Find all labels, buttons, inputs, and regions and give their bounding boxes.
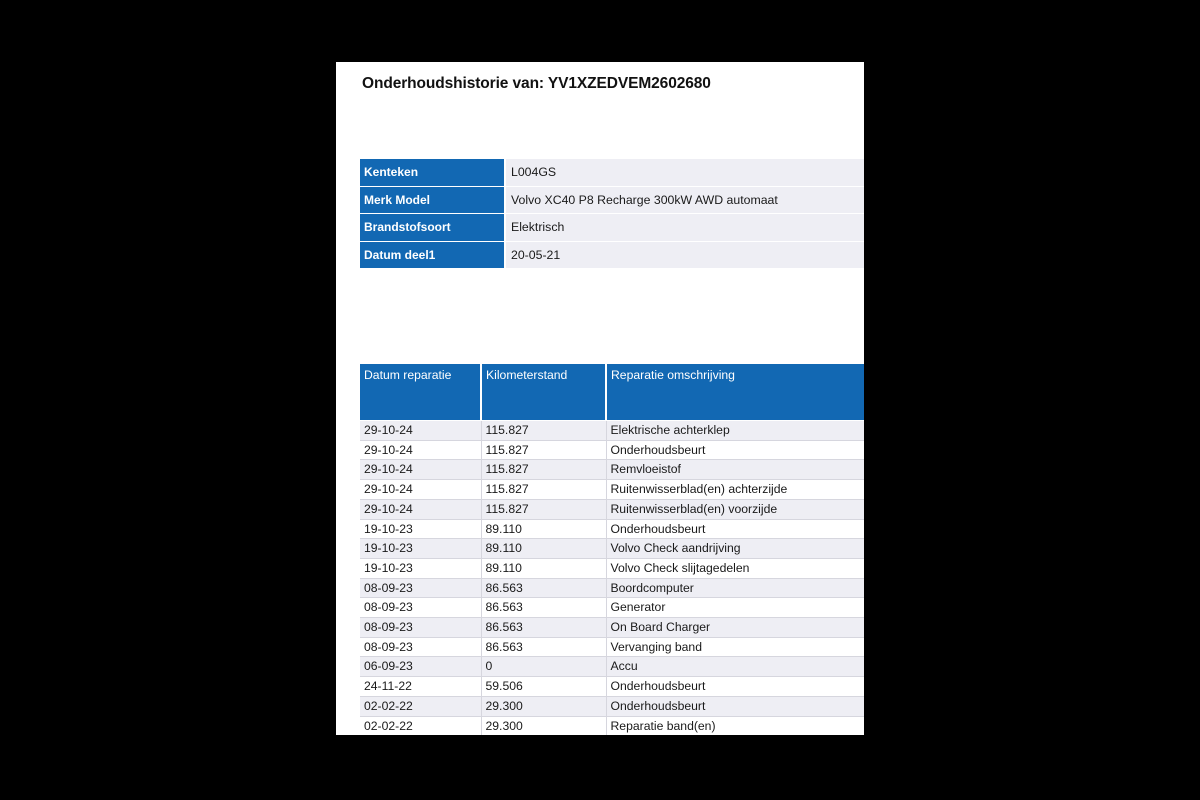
- cell-date: 29-10-24: [360, 440, 482, 461]
- cell-description: Reparatie band(en): [606, 716, 864, 735]
- cell-date: 02-02-22: [360, 696, 482, 717]
- cell-description: Onderhoudsbeurt: [606, 440, 864, 461]
- vehicle-info-value: Volvo XC40 P8 Recharge 300kW AWD automaa…: [505, 186, 864, 214]
- cell-mileage: 89.110: [481, 538, 607, 559]
- cell-description: Generator: [606, 597, 864, 619]
- table-row-spacer: [360, 268, 864, 275]
- cell-description: Onderhoudsbeurt: [606, 676, 864, 697]
- cell-mileage: 115.827: [481, 499, 607, 520]
- cell-description: Remvloeistof: [606, 459, 864, 481]
- page-title: Onderhoudshistorie van: YV1XZEDVEM260268…: [362, 75, 711, 92]
- table-row: 19-10-23 89.110 Volvo Check slijtagedelen: [360, 558, 864, 579]
- spacer-cell: [360, 268, 506, 275]
- cell-mileage: 89.110: [481, 558, 607, 579]
- cell-mileage: 86.563: [481, 578, 607, 599]
- vehicle-info-body: Kenteken L004GS Merk Model Volvo XC40 P8…: [360, 159, 864, 275]
- table-row: 29-10-24 115.827 Onderhoudsbeurt: [360, 440, 864, 461]
- table-row: 19-10-23 89.110 Onderhoudsbeurt: [360, 519, 864, 540]
- vehicle-info-value: Elektrisch: [505, 213, 864, 242]
- table-row: 02-02-22 29.300 Reparatie band(en): [360, 716, 864, 735]
- cell-date: 29-10-24: [360, 479, 482, 500]
- cell-description: On Board Charger: [606, 617, 864, 638]
- cell-date: 08-09-23: [360, 617, 482, 638]
- vehicle-info-label: Kenteken: [360, 159, 506, 187]
- cell-description: Ruitenwisserblad(en) voorzijde: [606, 499, 864, 520]
- table-row: 08-09-23 86.563 Boordcomputer: [360, 578, 864, 599]
- column-header-date: Datum reparatie: [360, 364, 482, 421]
- cell-date: 08-09-23: [360, 597, 482, 619]
- cell-description: Volvo Check slijtagedelen: [606, 558, 864, 579]
- cell-description: Onderhoudsbeurt: [606, 519, 864, 540]
- cell-date: 24-11-22: [360, 676, 482, 697]
- cell-description: Elektrische achterklep: [606, 420, 864, 441]
- cell-mileage: 86.563: [481, 597, 607, 619]
- table-row: Kenteken L004GS: [360, 159, 864, 187]
- cell-date: 19-10-23: [360, 519, 482, 540]
- cell-description: Vervanging band: [606, 637, 864, 658]
- cell-description: Volvo Check aandrijving: [606, 538, 864, 559]
- table-header-row: Datum reparatie Kilometerstand Reparatie…: [360, 364, 864, 421]
- table-row: 29-10-24 115.827 Elektrische achterklep: [360, 420, 864, 441]
- cell-mileage: 115.827: [481, 459, 607, 481]
- cell-mileage: 89.110: [481, 519, 607, 540]
- cell-description: Accu: [606, 656, 864, 678]
- cell-date: 02-02-22: [360, 716, 482, 735]
- vehicle-info-value: L004GS: [505, 159, 864, 187]
- table-row: 08-09-23 86.563 Generator: [360, 597, 864, 619]
- repair-history-table: Datum reparatie Kilometerstand Reparatie…: [360, 364, 864, 735]
- spacer-cell: [505, 268, 864, 275]
- repair-history-header: Datum reparatie Kilometerstand Reparatie…: [360, 364, 864, 421]
- vehicle-info-label: Brandstofsoort: [360, 213, 506, 242]
- cell-mileage: 115.827: [481, 479, 607, 500]
- vehicle-info-label: Datum deel1: [360, 241, 506, 269]
- repair-history-body: 29-10-24 115.827 Elektrische achterklep 29-…: [360, 420, 864, 735]
- cell-date: 19-10-23: [360, 558, 482, 579]
- cell-mileage: 59.506: [481, 676, 607, 697]
- cell-date: 29-10-24: [360, 459, 482, 481]
- cell-mileage: 86.563: [481, 637, 607, 658]
- cell-date: 19-10-23: [360, 538, 482, 559]
- table-row: 08-09-23 86.563 Vervanging band: [360, 637, 864, 658]
- cell-description: Onderhoudsbeurt: [606, 696, 864, 717]
- cell-mileage: 29.300: [481, 716, 607, 735]
- cell-date: 08-09-23: [360, 578, 482, 599]
- vehicle-info-table: Kenteken L004GS Merk Model Volvo XC40 P8…: [360, 159, 864, 275]
- table-row: 29-10-24 115.827 Ruitenwisserblad(en) voor…: [360, 499, 864, 520]
- vehicle-info-label: Merk Model: [360, 186, 506, 214]
- column-header-mileage: Kilometerstand: [481, 364, 607, 421]
- table-row: 29-10-24 115.827 Ruitenwisserblad(en) acht…: [360, 479, 864, 500]
- table-row: 19-10-23 89.110 Volvo Check aandrijving: [360, 538, 864, 559]
- table-row: 24-11-22 59.506 Onderhoudsbeurt: [360, 676, 864, 697]
- cell-date: 29-10-24: [360, 499, 482, 520]
- column-header-description: Reparatie omschrijving: [606, 364, 864, 421]
- table-row: 02-02-22 29.300 Onderhoudsbeurt: [360, 696, 864, 717]
- vehicle-info-value: 20-05-21: [505, 241, 864, 269]
- cell-mileage: 115.827: [481, 440, 607, 461]
- cell-description: Boordcomputer: [606, 578, 864, 599]
- table-row: 06-09-23 0 Accu: [360, 656, 864, 678]
- table-row: Datum deel1 20-05-21: [360, 241, 864, 269]
- document-page: Onderhoudshistorie van: YV1XZEDVEM260268…: [336, 62, 864, 735]
- cell-mileage: 0: [481, 656, 607, 678]
- cell-date: 08-09-23: [360, 637, 482, 658]
- cell-description: Ruitenwisserblad(en) achterzijde: [606, 479, 864, 500]
- table-row: 08-09-23 86.563 On Board Charger: [360, 617, 864, 638]
- table-row: 29-10-24 115.827 Remvloeistof: [360, 459, 864, 481]
- table-row: Brandstofsoort Elektrisch: [360, 213, 864, 242]
- cell-mileage: 115.827: [481, 420, 607, 441]
- cell-date: 29-10-24: [360, 420, 482, 441]
- cell-mileage: 86.563: [481, 617, 607, 638]
- cell-date: 06-09-23: [360, 656, 482, 678]
- table-row: Merk Model Volvo XC40 P8 Recharge 300kW …: [360, 186, 864, 214]
- cell-mileage: 29.300: [481, 696, 607, 717]
